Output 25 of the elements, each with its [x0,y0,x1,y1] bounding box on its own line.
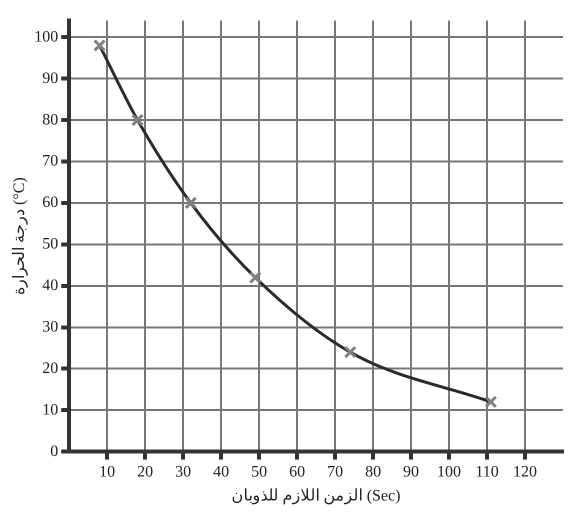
y-tick-label: 30 [42,318,58,336]
y-tick-label: 20 [42,360,58,377]
x-tick-label: 90 [403,463,420,480]
x-tick-label: 70 [327,463,344,480]
y-tick-label: 60 [42,194,58,212]
y-axis-title: درجة الحرارة (°C) [10,177,28,295]
x-axis-title: الزمن اللازم للذوبان (Sec) [232,488,400,505]
x-tick-label: 50 [251,463,268,480]
y-tick-label: 0 [50,442,58,460]
x-tick-label: 20 [137,463,154,480]
x-tick-label: 100 [437,463,462,480]
x-tick-label: 30 [175,463,192,480]
x-tick-label: 110 [475,463,499,480]
x-tick-label: 120 [513,463,538,480]
y-tick-label: 50 [42,236,58,253]
y-tick-label: 40 [42,277,58,294]
x-tick-label: 80 [365,463,382,480]
x-tick-label: 40 [213,463,230,480]
x-tick-label: 10 [99,463,116,480]
y-tick-label: 70 [42,152,58,170]
y-tick-label: 10 [42,401,58,418]
x-tick-label: 60 [289,463,306,480]
y-tick-label: 100 [34,28,58,46]
y-tick-label: 80 [42,111,58,128]
y-tick-label: 90 [42,70,58,87]
